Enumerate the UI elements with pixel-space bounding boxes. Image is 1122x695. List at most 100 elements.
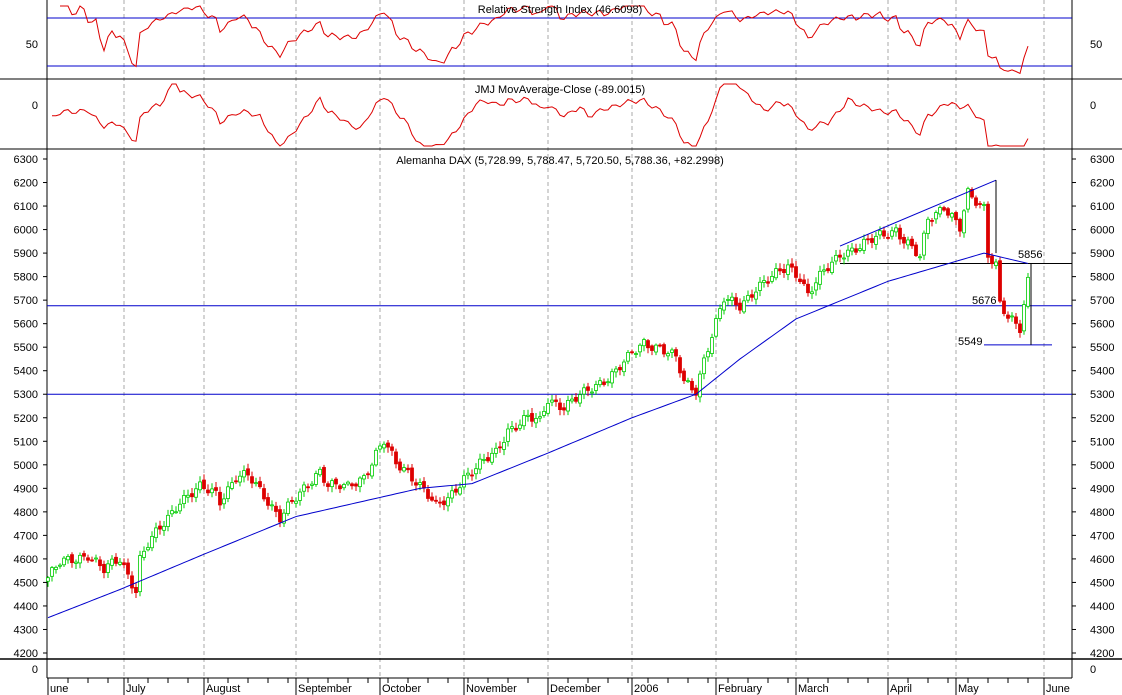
candle-down: [438, 501, 442, 504]
candle-up: [294, 500, 298, 504]
y-tick-label-right: 4500: [1090, 577, 1114, 589]
candle-up: [138, 555, 142, 593]
volume-tick-left-4200: 4200: [14, 648, 38, 660]
candle-up: [346, 481, 350, 485]
candle-up: [762, 280, 766, 283]
y-tick-label-left: 5300: [14, 389, 38, 401]
candle-up: [906, 239, 910, 246]
candle-up: [178, 503, 182, 512]
candle-down: [958, 218, 962, 232]
candle-down: [262, 488, 266, 500]
candle-up: [502, 442, 506, 450]
rsi-tick-left: 50: [26, 39, 38, 51]
candle-up: [698, 373, 702, 398]
candle-down: [602, 381, 606, 385]
candle-up: [374, 449, 378, 466]
y-tick-label-right: 4600: [1090, 554, 1114, 566]
y-tick-label-left: 6300: [14, 154, 38, 166]
y-tick-label-right: 4800: [1090, 507, 1114, 519]
month-label: October: [382, 683, 421, 695]
candle-up: [758, 281, 762, 291]
candle-up: [370, 464, 374, 477]
candle-up: [822, 269, 826, 272]
candle-up: [710, 337, 714, 354]
candle-down: [558, 402, 562, 411]
month-label: 2006: [634, 683, 658, 695]
y-tick-label-left: 4800: [14, 507, 38, 519]
y-tick-label-right: 5100: [1090, 436, 1114, 448]
candle-down: [134, 587, 138, 593]
month-label: March: [798, 683, 829, 695]
candle-down: [354, 483, 358, 487]
candle-down: [998, 260, 1002, 302]
y-tick-label-left: 5800: [14, 272, 38, 284]
candle-down: [646, 340, 650, 349]
candle-down: [574, 396, 578, 402]
y-tick-label-right: 5300: [1090, 389, 1114, 401]
candle-up: [298, 491, 302, 501]
candle-up: [890, 230, 894, 237]
candle-down: [122, 562, 126, 566]
candle-up: [330, 480, 334, 488]
candle-down: [274, 505, 278, 512]
candle-up: [774, 268, 778, 279]
candle-up: [222, 498, 226, 505]
candle-up: [950, 213, 954, 218]
candle-down: [250, 476, 254, 484]
candle-down: [434, 499, 438, 502]
candle-down: [86, 557, 90, 561]
y-tick-label-left: 4600: [14, 554, 38, 566]
candle-down: [158, 525, 162, 530]
candle-up: [418, 482, 422, 486]
price-y-ticks: 6300 6300 6200 6200 6100 6100 6000 6000 5900 5900…: [14, 154, 1114, 654]
candle-down: [202, 479, 206, 489]
candle-down: [338, 485, 342, 490]
candle-up: [458, 487, 462, 495]
candle-up: [230, 482, 234, 489]
candle-up: [186, 494, 190, 498]
candle-up: [94, 557, 98, 560]
candle-down: [690, 381, 694, 391]
candle-down: [870, 238, 874, 243]
candle-down: [930, 219, 934, 222]
candle-down: [206, 489, 210, 494]
candle-up: [466, 472, 470, 476]
candle-down: [586, 386, 590, 391]
candle-up: [210, 488, 214, 494]
y-tick-label-left: 4700: [14, 530, 38, 542]
candle-up: [722, 301, 726, 311]
month-label: June: [1046, 683, 1070, 695]
candle-up: [310, 483, 314, 486]
candle-down: [394, 451, 398, 465]
candle-down: [530, 413, 534, 422]
candle-up: [286, 501, 290, 514]
candle-down: [214, 487, 218, 491]
candle-up: [934, 212, 938, 220]
candle-up: [66, 556, 70, 561]
horizontal-levels: 5676 5856 5549: [47, 249, 1072, 395]
candle-down: [486, 457, 490, 462]
candle-up: [526, 414, 530, 417]
candle-up: [994, 261, 998, 266]
candle-up: [46, 577, 50, 582]
candle-up: [518, 424, 522, 429]
candle-down: [910, 238, 914, 247]
month-label: August: [206, 683, 240, 695]
candle-up: [182, 495, 186, 505]
candle-up: [550, 399, 554, 403]
candle-up: [726, 299, 730, 301]
candle-up: [110, 558, 114, 566]
candle-down: [554, 399, 558, 402]
candle-down: [278, 509, 282, 523]
candle-up: [494, 447, 498, 454]
candle-up: [1010, 315, 1014, 318]
candle-up: [770, 276, 774, 282]
jmj-tick-left: 0: [32, 100, 38, 112]
rising-trendline: [839, 179, 997, 247]
candle-down: [794, 266, 798, 278]
candle-up: [894, 227, 898, 233]
candle-up: [170, 510, 174, 515]
candle-up: [922, 232, 926, 256]
candle-down: [234, 480, 238, 483]
candle-up: [834, 254, 838, 262]
